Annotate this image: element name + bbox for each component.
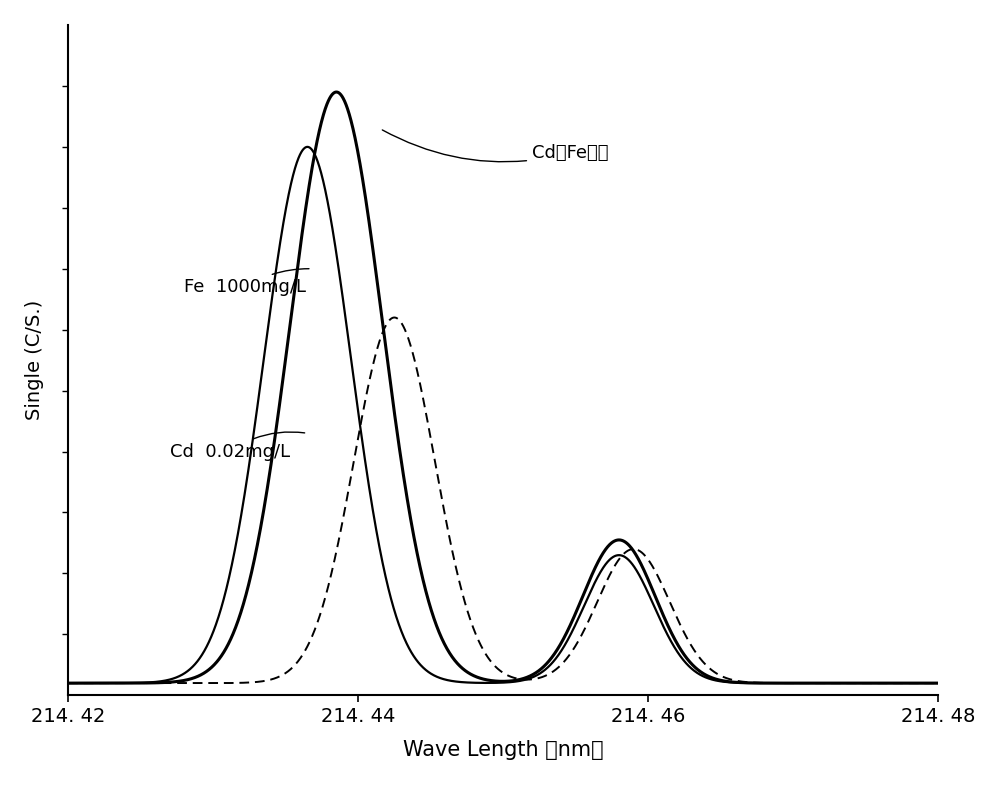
Text: Fe  1000mg/L: Fe 1000mg/L bbox=[184, 268, 309, 296]
X-axis label: Wave Length （nm）: Wave Length （nm） bbox=[403, 740, 603, 760]
Y-axis label: Single (C/S.): Single (C/S.) bbox=[25, 300, 44, 420]
Text: Cd和Fe叠加: Cd和Fe叠加 bbox=[382, 130, 609, 162]
Text: Cd  0.02mg/L: Cd 0.02mg/L bbox=[170, 432, 305, 461]
